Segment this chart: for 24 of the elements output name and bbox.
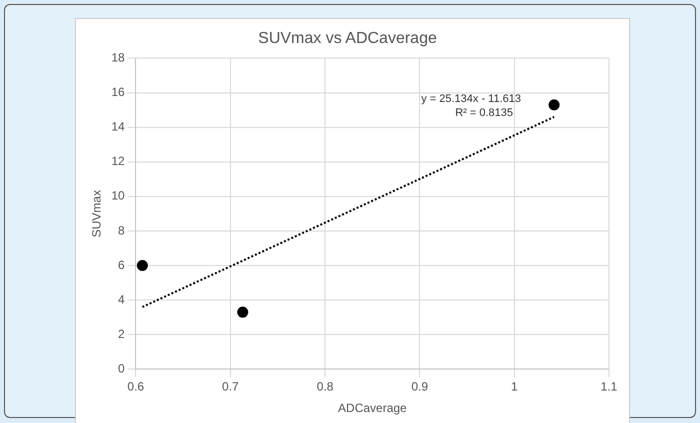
y-tick-label: 2	[118, 326, 126, 341]
y-tick-label: 0	[118, 362, 126, 376]
point	[136, 260, 148, 272]
annotation: y = 25.134x - 11.613	[421, 93, 521, 106]
y-tick-label: 18	[111, 50, 126, 65]
point	[548, 99, 560, 110]
chart-title: SUVmax vs ADCaverage	[258, 30, 437, 48]
y-tick-label: 12	[111, 154, 126, 168]
x-tick-label: 1	[511, 380, 518, 394]
y-tick-label: 16	[111, 85, 126, 100]
x-axis-title: ADCaverage	[338, 401, 408, 416]
y-axis-title: SUVmax	[90, 190, 104, 238]
y-tick-label: 4	[118, 292, 126, 306]
x-tick-label: 0.9	[411, 380, 428, 394]
y-tick-label: 14	[111, 120, 126, 134]
point	[237, 306, 248, 318]
x-tick-label: 0.6	[127, 380, 144, 394]
x-tick-label: 1.1	[600, 380, 618, 394]
y-tick-label: 10	[111, 188, 126, 203]
x-tick-label: 0.8	[316, 380, 334, 394]
annotation: R² = 0.8135	[455, 107, 513, 120]
y-tick-label: 6	[118, 258, 126, 272]
x-tick-label: 0.7	[222, 380, 240, 394]
y-tick-label: 8	[118, 223, 126, 238]
